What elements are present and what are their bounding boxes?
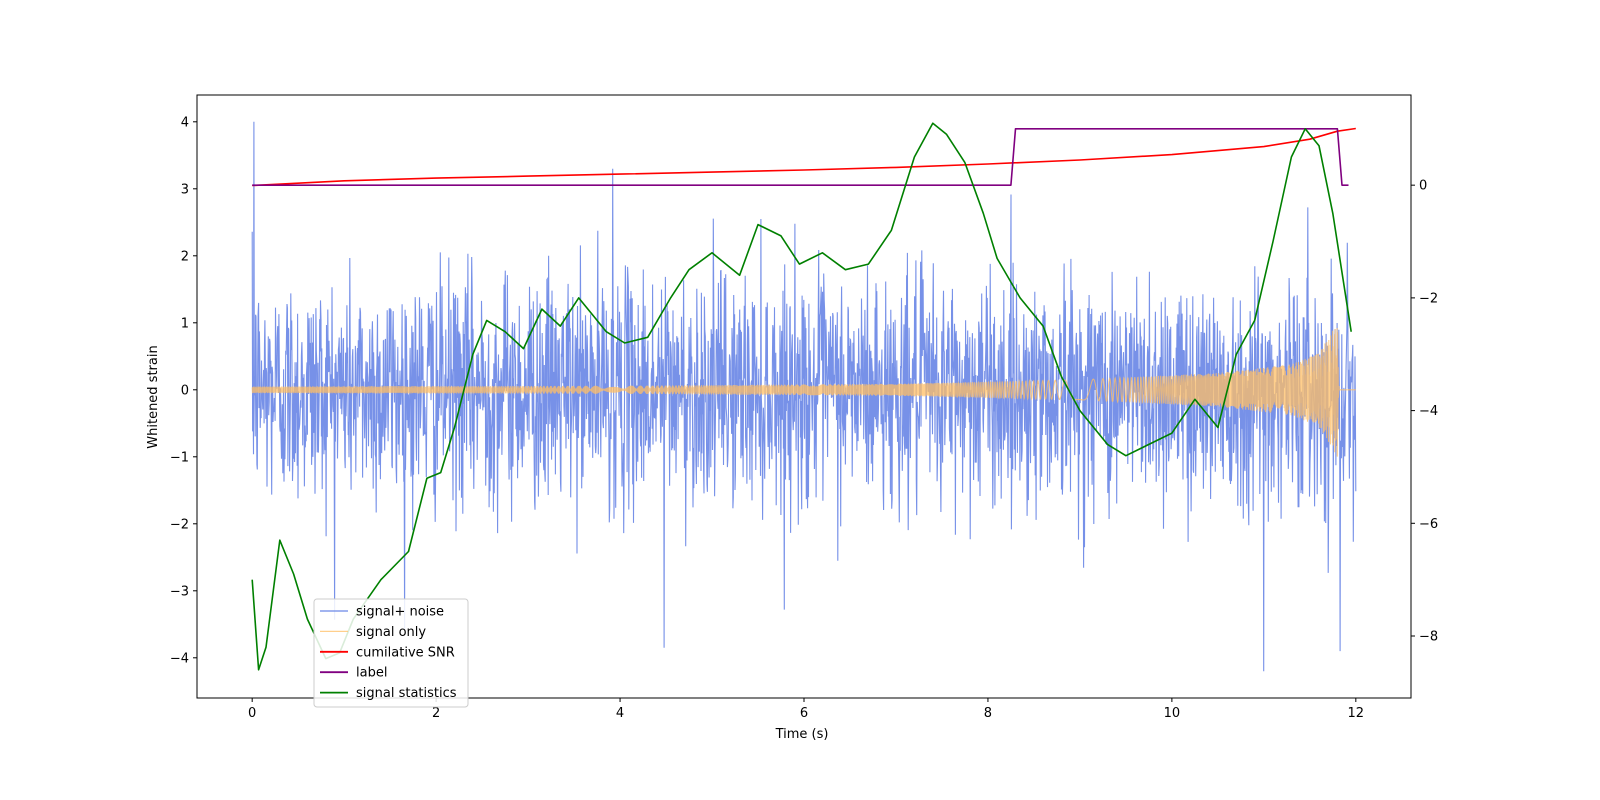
series-signal-only [251, 327, 1356, 457]
y-tick-label: −1 [170, 450, 189, 465]
y-tick-label: 3 [181, 182, 189, 197]
y-tick-label: −4 [170, 651, 189, 666]
x-tick-label: 8 [984, 706, 992, 721]
y-tick-label: −3 [170, 584, 189, 599]
y-axis-label: Whitened strain [146, 345, 161, 448]
legend-box [313, 598, 469, 708]
x-tick-label: 10 [1164, 706, 1181, 721]
series-signal-statistics [251, 122, 1352, 671]
y-tick-label: 4 [181, 115, 189, 130]
y2-tick-label: −4 [1419, 404, 1438, 419]
y2-tick-label: −6 [1419, 517, 1438, 532]
legend-label: cumilative SNR [356, 645, 455, 660]
legend-label: label [356, 666, 387, 681]
legend-label: signal only [356, 625, 426, 640]
x-tick-label: 0 [248, 706, 256, 721]
y-tick-label: 0 [181, 383, 189, 398]
x-tick-label: 4 [616, 706, 624, 721]
y2-tick-label: 0 [1419, 179, 1427, 194]
series-label [252, 128, 1349, 186]
x-tick-label: 2 [432, 706, 440, 721]
x-tick-label: 12 [1348, 706, 1365, 721]
y2-tick-label: −2 [1419, 291, 1438, 306]
x-axis-label: Time (s) [775, 727, 829, 742]
y2-tick-label: −8 [1419, 630, 1438, 645]
y-tick-label: 1 [181, 316, 189, 331]
series-cumulative-snr [252, 127, 1356, 187]
x-tick-label: 6 [800, 706, 808, 721]
legend: signal+ noise signal only cumilative SNR la… [313, 598, 469, 708]
y-tick-label: −2 [170, 517, 189, 532]
legend-label: signal statistics [356, 686, 457, 701]
y-tick-label: 2 [181, 249, 189, 264]
legend-label: signal+ noise [356, 605, 444, 620]
